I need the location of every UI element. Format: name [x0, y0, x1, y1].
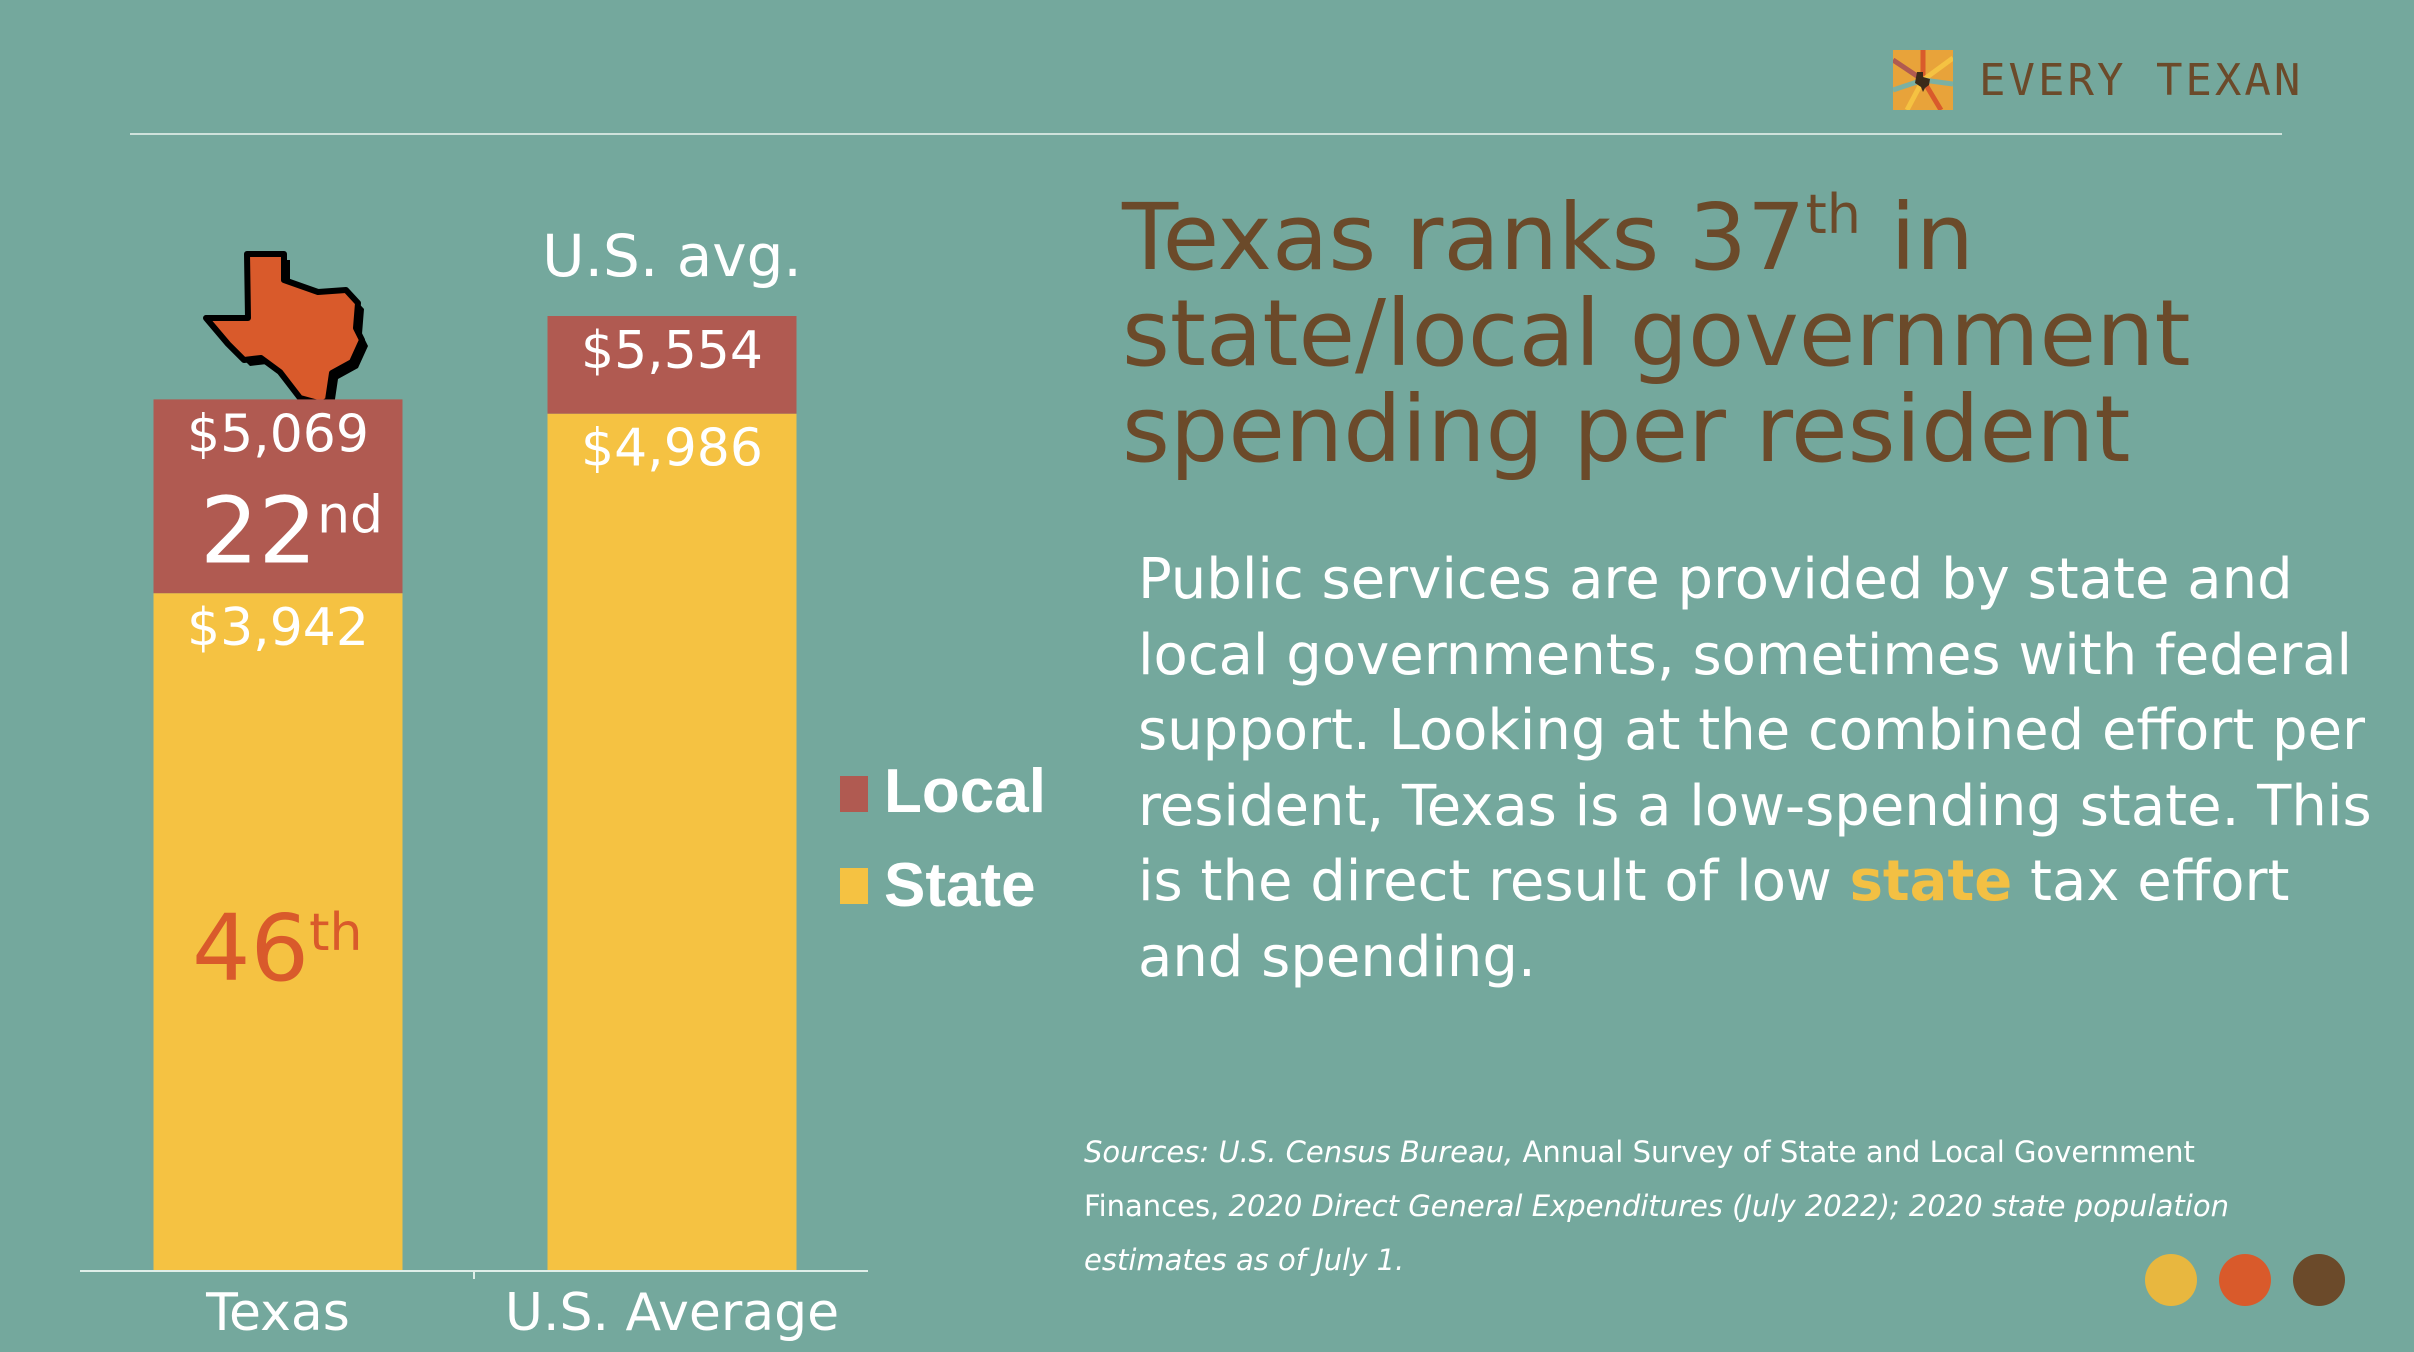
texas-state-rank: 46th: [192, 895, 362, 1002]
us-avg-state-label: $4,986: [581, 419, 763, 479]
texas-local-bar: [153, 399, 403, 594]
explanation-paragraph: Public services are provided by state an…: [1138, 542, 2388, 995]
legend: Local State: [840, 757, 1046, 920]
us-avg-local-bar: [547, 316, 797, 414]
legend-label-state: State: [884, 851, 1036, 920]
title-text-end: in state/local government spending per r…: [1122, 184, 2191, 483]
body-text-end: tax effort and spending.: [1138, 849, 2290, 990]
dot-yellow: [2145, 1254, 2197, 1306]
dot-orange: [2219, 1254, 2271, 1306]
texas-local-rank: 22nd: [200, 477, 383, 584]
decorative-dots: [2145, 1254, 2367, 1306]
texas-state-rank-suffix: th: [309, 903, 362, 963]
x-tick-label-us-average: U.S. Average: [505, 1283, 839, 1343]
sunburst-texas-logo-icon: [1893, 50, 1953, 110]
body-text-start: Public services are provided by state an…: [1138, 547, 2372, 914]
top-divider: [130, 133, 2282, 135]
stacked-bar-chart: U.S. avg. $5,069 $3,942 $5,554 $4,986 22…: [80, 222, 1046, 1343]
legend-swatch-state: [840, 868, 868, 904]
texas-state-bar: [153, 593, 403, 1271]
us-avg-column-title: U.S. avg.: [542, 222, 802, 290]
brand-name: EVERY TEXAN: [1979, 54, 2304, 106]
texas-state-label: $3,942: [187, 598, 369, 658]
legend-label-local: Local: [884, 757, 1046, 826]
brand-logo: EVERY TEXAN: [1893, 50, 2303, 110]
sources-note: Sources: U.S. Census Bureau, Annual Surv…: [1084, 1125, 2304, 1287]
texas-total-label: $5,069: [187, 404, 369, 464]
sources-prefix: Sources: U.S. Census Bureau,: [1084, 1135, 1523, 1169]
texas-map-icon: [203, 251, 368, 410]
sources-details: 2020 Direct General Expenditures (July 2…: [1084, 1189, 2229, 1277]
texas-state-rank-number: 46: [192, 895, 309, 1002]
texas-local-rank-number: 22: [200, 477, 317, 584]
body-highlight-state: state: [1849, 849, 2013, 914]
title-text-start: Texas ranks 37: [1122, 184, 1806, 291]
x-tick-label-texas: Texas: [205, 1283, 350, 1343]
title-ordinal-suffix: th: [1805, 183, 1861, 246]
us-avg-state-bar: [547, 413, 797, 1272]
us-avg-total-label: $5,554: [581, 321, 763, 381]
sources-survey-name: Annual Survey of State and Local Governm…: [1084, 1135, 2195, 1223]
dot-brown: [2293, 1254, 2345, 1306]
legend-swatch-local: [840, 776, 868, 812]
page-title: Texas ranks 37th in state/local governme…: [1122, 188, 2392, 478]
texas-local-rank-suffix: nd: [317, 485, 383, 545]
